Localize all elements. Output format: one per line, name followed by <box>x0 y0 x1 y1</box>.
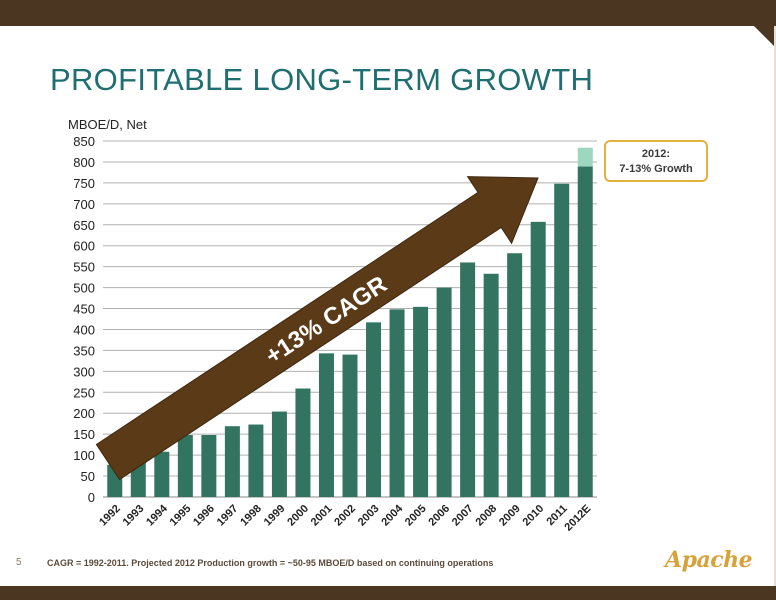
x-tick-label: 2000 <box>285 503 311 529</box>
growth-callout: 2012: 7-13% Growth <box>604 140 708 182</box>
x-tick-label: 2009 <box>497 503 523 529</box>
bar <box>554 183 570 497</box>
y-tick-label: 500 <box>73 281 95 296</box>
x-tick-label: 1992 <box>97 503 123 529</box>
bar <box>224 426 240 497</box>
bottom-bar <box>0 586 776 600</box>
y-tick-label: 0 <box>88 490 95 505</box>
x-tick-label: 1998 <box>238 503 264 529</box>
growth-arrow <box>95 176 539 481</box>
bar <box>530 221 546 497</box>
right-border <box>774 26 776 586</box>
bar <box>177 435 193 497</box>
y-tick-label: 350 <box>73 343 95 358</box>
x-tick-label: 1996 <box>191 503 217 529</box>
x-tick-label: 2012E <box>562 503 593 534</box>
callout-year: 2012: <box>641 148 671 160</box>
bar <box>201 435 217 497</box>
bar <box>130 461 146 497</box>
y-tick-label: 700 <box>73 197 95 212</box>
y-tick-label: 400 <box>73 322 95 337</box>
bar <box>507 253 523 497</box>
y-tick-label: 300 <box>73 364 95 379</box>
bar <box>413 306 429 497</box>
x-tick-label: 2003 <box>356 503 382 529</box>
bar <box>460 262 476 497</box>
x-tick-label: 2010 <box>521 503 547 529</box>
x-tick-label: 1993 <box>121 503 147 529</box>
x-tick-label: 1999 <box>262 503 288 529</box>
y-tick-label: 50 <box>81 469 95 484</box>
x-tick-label: 2002 <box>332 503 358 529</box>
x-tick-label: 1997 <box>215 503 241 529</box>
x-tick-label: 2001 <box>309 503 335 529</box>
bar <box>342 354 358 497</box>
bar <box>318 353 334 497</box>
bar <box>248 424 264 497</box>
footnote: CAGR = 1992-2011. Projected 2012 Product… <box>47 558 494 568</box>
y-tick-label: 850 <box>73 134 95 149</box>
y-tick-label: 600 <box>73 239 95 254</box>
y-tick-label: 250 <box>73 385 95 400</box>
bar <box>436 287 452 497</box>
x-tick-label: 2007 <box>450 503 476 529</box>
bar <box>154 451 170 497</box>
bar <box>577 166 593 498</box>
x-tick-label: 1994 <box>144 502 170 528</box>
x-tick-label: 2004 <box>379 502 405 528</box>
bar <box>366 322 382 497</box>
x-tick-label: 2005 <box>403 503 429 529</box>
bar <box>271 411 287 497</box>
y-tick-label: 550 <box>73 260 95 275</box>
x-tick-label: 2008 <box>473 503 499 529</box>
bar <box>483 273 499 497</box>
slide-title: PROFITABLE LONG-TERM GROWTH <box>50 62 594 97</box>
x-tick-label: 2006 <box>426 503 452 529</box>
page-number: 5 <box>16 557 22 568</box>
y-axis-label: MBOE/D, Net <box>68 117 147 132</box>
top-bar-corner <box>754 26 776 48</box>
y-tick-label: 650 <box>73 218 95 233</box>
bar <box>295 388 311 497</box>
y-tick-label: 200 <box>73 406 95 421</box>
y-tick-label: 150 <box>73 427 95 442</box>
y-tick-label: 100 <box>73 448 95 463</box>
callout-growth: 7-13% Growth <box>619 163 693 175</box>
bar <box>389 309 405 497</box>
apache-logo: Apache <box>665 547 753 573</box>
projection-bar <box>577 147 593 167</box>
y-tick-label: 450 <box>73 302 95 317</box>
y-tick-label: 750 <box>73 176 95 191</box>
y-tick-label: 800 <box>73 155 95 170</box>
top-bar <box>0 0 776 26</box>
x-tick-label: 1995 <box>168 503 194 529</box>
